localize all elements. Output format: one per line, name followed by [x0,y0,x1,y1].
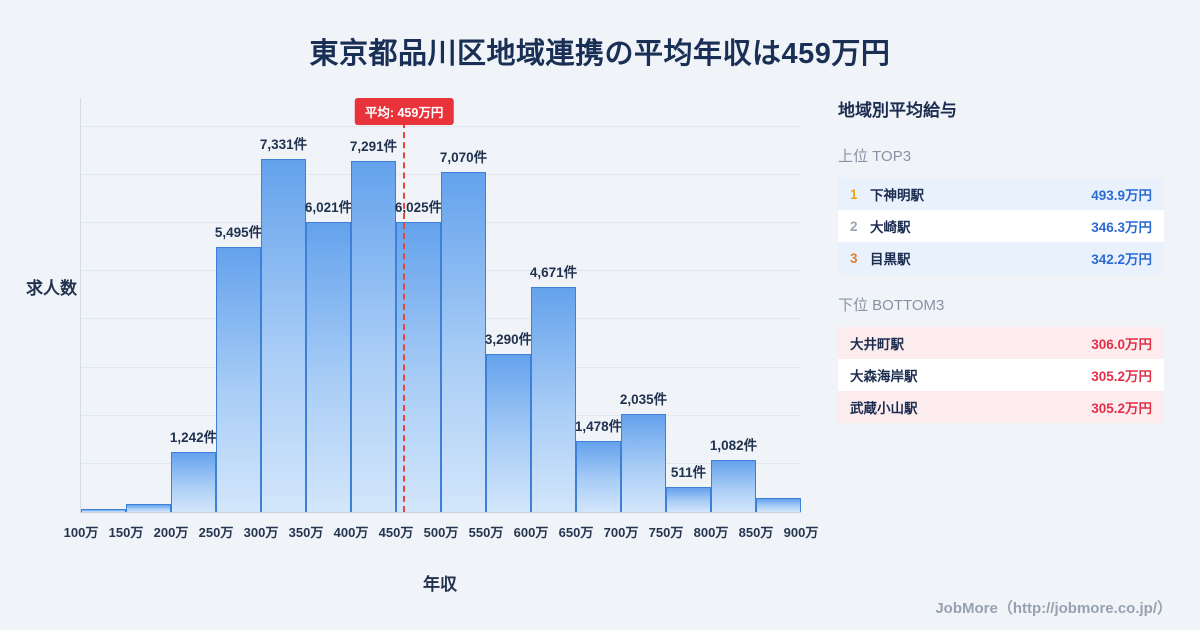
histogram-chart: 1,242件 5,495件 7,331件 6,021件 7,291件 6,025件 7,07… [64,98,818,540]
station-name: 武蔵小山駅 [850,401,918,416]
bar-value-label: 2,035件 [619,392,668,407]
table-row: 武蔵小山駅 305.2万円 [838,391,1164,423]
salary-value: 306.0万円 [1091,337,1152,352]
average-badge: 平均: 459万円 [354,98,454,125]
x-tick-label: 900万 [783,525,819,540]
x-tick-label: 400万 [333,525,369,540]
histogram-bar [351,161,396,512]
x-tick-label: 300万 [243,525,279,540]
salary-value: 493.9万円 [1091,188,1152,203]
rank-badge: 1 [850,186,858,202]
bar-value-label: 7,070件 [439,150,488,165]
salary-value: 305.2万円 [1091,401,1152,416]
x-tick-label: 750万 [648,525,684,540]
x-tick-label: 350万 [288,525,324,540]
bar-value-label: 3,290件 [484,332,533,347]
histogram-bar [576,441,621,512]
histogram-bar [171,452,216,512]
histogram-bar [441,172,486,512]
station-name: 大崎駅 [870,220,911,235]
rank-badge: 3 [850,250,858,266]
histogram-bar [81,509,126,512]
top3-label: 上位 TOP3 [838,148,912,165]
x-axis-label: 年収 [423,575,457,594]
histogram-bar [486,354,531,512]
salary-value: 346.3万円 [1091,220,1152,235]
histogram-bar [126,504,171,512]
bar-value-label: 7,291件 [349,139,398,154]
footer-credit: JobMore（http://jobmore.co.jp/） [935,600,1172,617]
x-tick-label: 250万 [198,525,234,540]
histogram-bar [306,222,351,512]
bottom3-label: 下位 BOTTOM3 [838,297,945,314]
histogram-bar [756,498,801,512]
bar-value-label: 6,021件 [304,200,353,215]
x-tick-label: 450万 [378,525,414,540]
histogram-bar [531,287,576,512]
histogram-bar [621,414,666,512]
x-tick-label: 700万 [603,525,639,540]
x-tick-label: 550万 [468,525,504,540]
salary-value: 305.2万円 [1091,369,1152,384]
sidebar: 地域別平均給与 上位 TOP3 1 下神明駅 493.9万円 2 大崎駅 346… [838,96,1164,423]
station-name: 下神明駅 [870,188,924,203]
page-title: 東京都品川区地域連携の平均年収は459万円 [309,38,891,70]
bar-value-label: 5,495件 [214,225,263,240]
histogram-bar [711,460,756,512]
table-row: 2 大崎駅 346.3万円 [838,210,1164,242]
histogram-bar [666,487,711,512]
histogram-bar [216,247,261,512]
x-tick-label: 600万 [513,525,549,540]
bar-value-label: 1,478件 [574,419,623,434]
bar-value-label: 7,331件 [259,137,308,152]
rank-badge: 2 [850,218,858,234]
x-tick-label: 500万 [423,525,459,540]
station-name: 目黒駅 [870,252,911,267]
station-name: 大井町駅 [850,337,904,352]
table-row: 大森海岸駅 305.2万円 [838,359,1164,391]
y-axis-label: 求人数 [26,279,77,298]
x-tick-label: 200万 [153,525,189,540]
histogram-bar [261,159,306,512]
top3-table: 1 下神明駅 493.9万円 2 大崎駅 346.3万円 3 目黒駅 342.2… [838,178,1164,274]
sidebar-title: 地域別平均給与 [838,101,957,120]
bar-value-label: 1,242件 [169,430,218,445]
x-axis-ticks: 100万 150万 200万 250万 300万 350万 400万 450万 500万 550万… [64,512,819,542]
x-tick-label: 800万 [693,525,729,540]
gridline [81,125,801,127]
station-name: 大森海岸駅 [850,369,918,384]
bars-layer: 1,242件 5,495件 7,331件 6,021件 7,291件 6,025件 7,07… [81,98,801,512]
table-row: 大井町駅 306.0万円 [838,327,1164,359]
salary-value: 342.2万円 [1091,252,1152,267]
bar-value-label: 511件 [670,465,707,480]
table-row: 1 下神明駅 493.9万円 [838,178,1164,210]
bar-value-label: 1,082件 [709,438,758,453]
x-tick-label: 150万 [108,525,144,540]
x-tick-label: 100万 [63,525,99,540]
bar-value-label: 4,671件 [529,265,578,280]
bar-value-label: 6,025件 [394,200,443,215]
bottom3-table: 大井町駅 306.0万円 大森海岸駅 305.2万円 武蔵小山駅 305.2万円 [838,327,1164,423]
x-tick-label: 850万 [738,525,774,540]
x-tick-label: 650万 [558,525,594,540]
average-line [403,122,406,512]
table-row: 3 目黒駅 342.2万円 [838,242,1164,274]
